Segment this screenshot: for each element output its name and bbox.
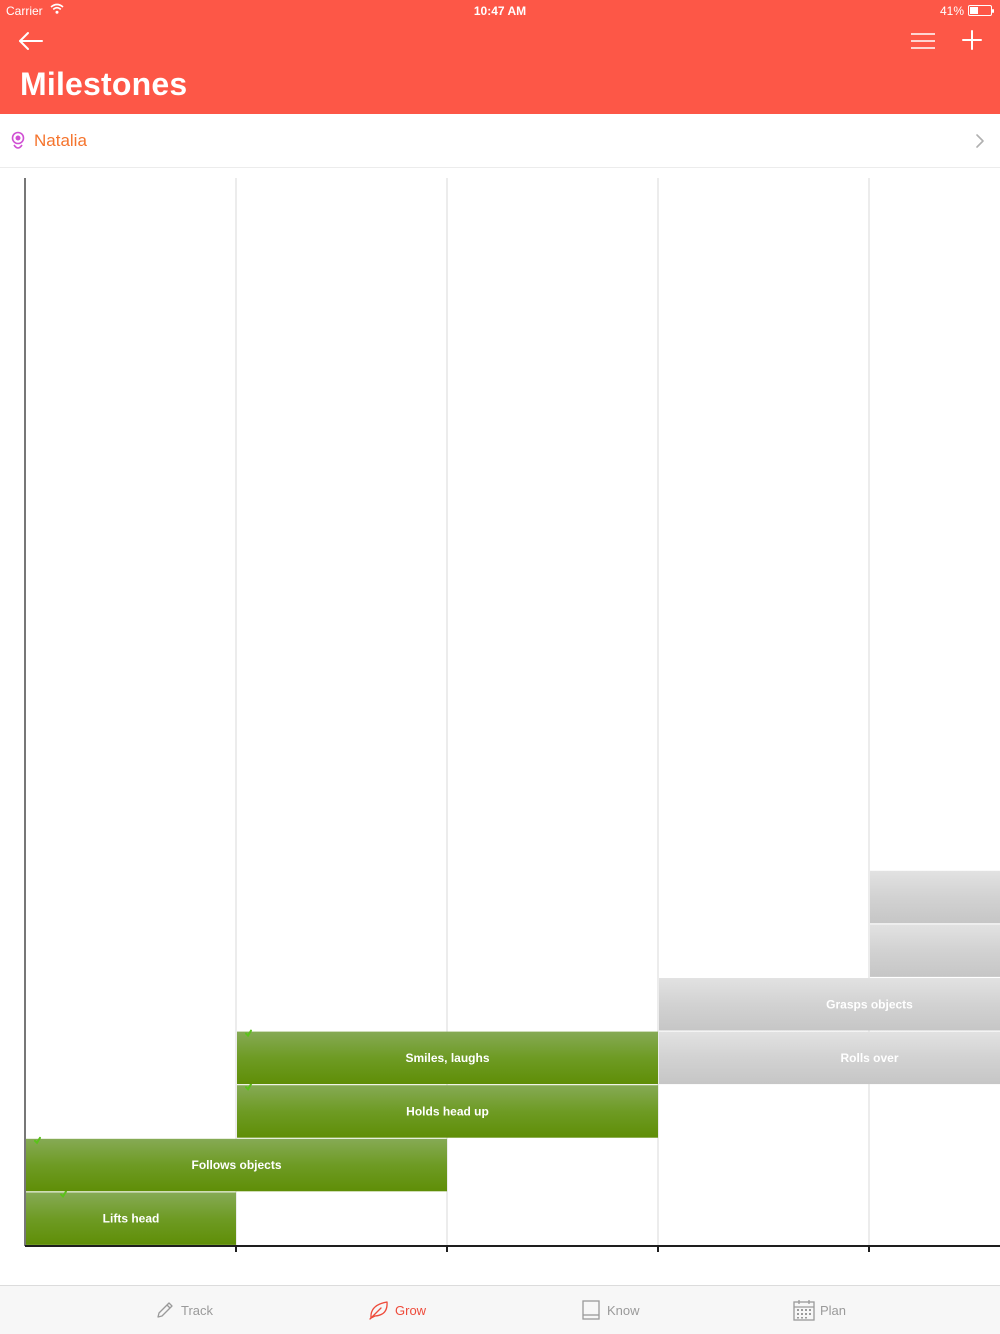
tab-label: Track <box>181 1303 214 1318</box>
milestone-label: Grasps objects <box>826 997 913 1011</box>
baby-icon <box>11 131 25 149</box>
checkmark-icon <box>34 1136 41 1145</box>
milestone-bar[interactable]: Smiles, laughs <box>237 1029 658 1085</box>
tab-bar: Track Grow Know Plan <box>0 1285 1000 1334</box>
milestone-chart: Lifts head Follows objects Holds head up Sm… <box>0 168 1000 1285</box>
tab-know[interactable]: Know <box>578 1286 668 1334</box>
nav-header: Carrier 10:47 AM 41% Milestones <box>0 0 1000 114</box>
milestone-bar-fill <box>659 978 1000 1031</box>
page-title: Milestones <box>20 66 188 102</box>
tab-track[interactable]: Track <box>150 1286 240 1334</box>
milestone-bar[interactable]: Follows objects <box>26 1136 447 1192</box>
tab-plan[interactable]: Plan <box>790 1286 880 1334</box>
leaf-icon <box>369 1301 388 1320</box>
child-name: Natalia <box>34 131 87 150</box>
list-icon <box>911 33 935 49</box>
tab-label: Grow <box>395 1303 427 1318</box>
milestone-label: Follows objects <box>191 1158 281 1172</box>
clock: 10:47 AM <box>473 4 527 18</box>
calendar-icon <box>793 1300 815 1321</box>
milestone-gantt: Lifts head Follows objects Holds head up Sm… <box>24 178 1000 1252</box>
carrier-label: Carrier <box>6 4 43 18</box>
checkmark-icon <box>245 1029 252 1038</box>
milestone-bar-fill <box>870 870 1000 924</box>
checkmark-icon <box>245 1083 252 1091</box>
tab-label: Know <box>607 1303 640 1318</box>
chevron-right-icon <box>976 134 984 148</box>
milestone-bar[interactable]: Rolls over <box>659 1031 1000 1085</box>
milestone-bar[interactable] <box>870 924 1000 977</box>
checkmark-icon <box>60 1190 67 1199</box>
add-milestone-button[interactable] <box>958 26 986 54</box>
tab-label: Plan <box>820 1303 847 1318</box>
milestone-label: Rolls over <box>840 1051 898 1065</box>
child-selector[interactable]: Natalia <box>0 114 1000 168</box>
milestone-bar-fill <box>659 1031 1000 1085</box>
tab-grow[interactable]: Grow <box>364 1286 454 1334</box>
battery-percent: 41% <box>939 4 964 18</box>
milestone-bar-fill <box>26 1192 236 1245</box>
milestone-bar-fill <box>237 1085 658 1138</box>
milestone-label: Smiles, laughs <box>405 1051 489 1065</box>
list-view-button[interactable] <box>908 28 938 54</box>
milestone-label: Holds head up <box>406 1104 489 1118</box>
milestone-bar[interactable] <box>870 870 1000 924</box>
pencil-icon <box>157 1302 173 1318</box>
milestone-bar[interactable]: Grasps objects <box>659 978 1000 1031</box>
status-bar: Carrier 10:47 AM 41% <box>0 0 1000 22</box>
milestone-bar-fill <box>870 924 1000 977</box>
milestone-bar-fill <box>237 1031 658 1085</box>
book-icon <box>582 1300 600 1320</box>
milestone-bar-fill <box>26 1138 447 1192</box>
back-button[interactable] <box>16 28 46 54</box>
battery-icon <box>968 5 994 16</box>
wifi-icon <box>50 3 64 14</box>
milestone-bar[interactable]: Lifts head <box>26 1190 236 1245</box>
milestone-label: Lifts head <box>103 1212 160 1226</box>
arrow-left-icon <box>19 32 43 50</box>
milestone-bar[interactable]: Holds head up <box>237 1083 658 1138</box>
plus-icon <box>962 30 982 50</box>
